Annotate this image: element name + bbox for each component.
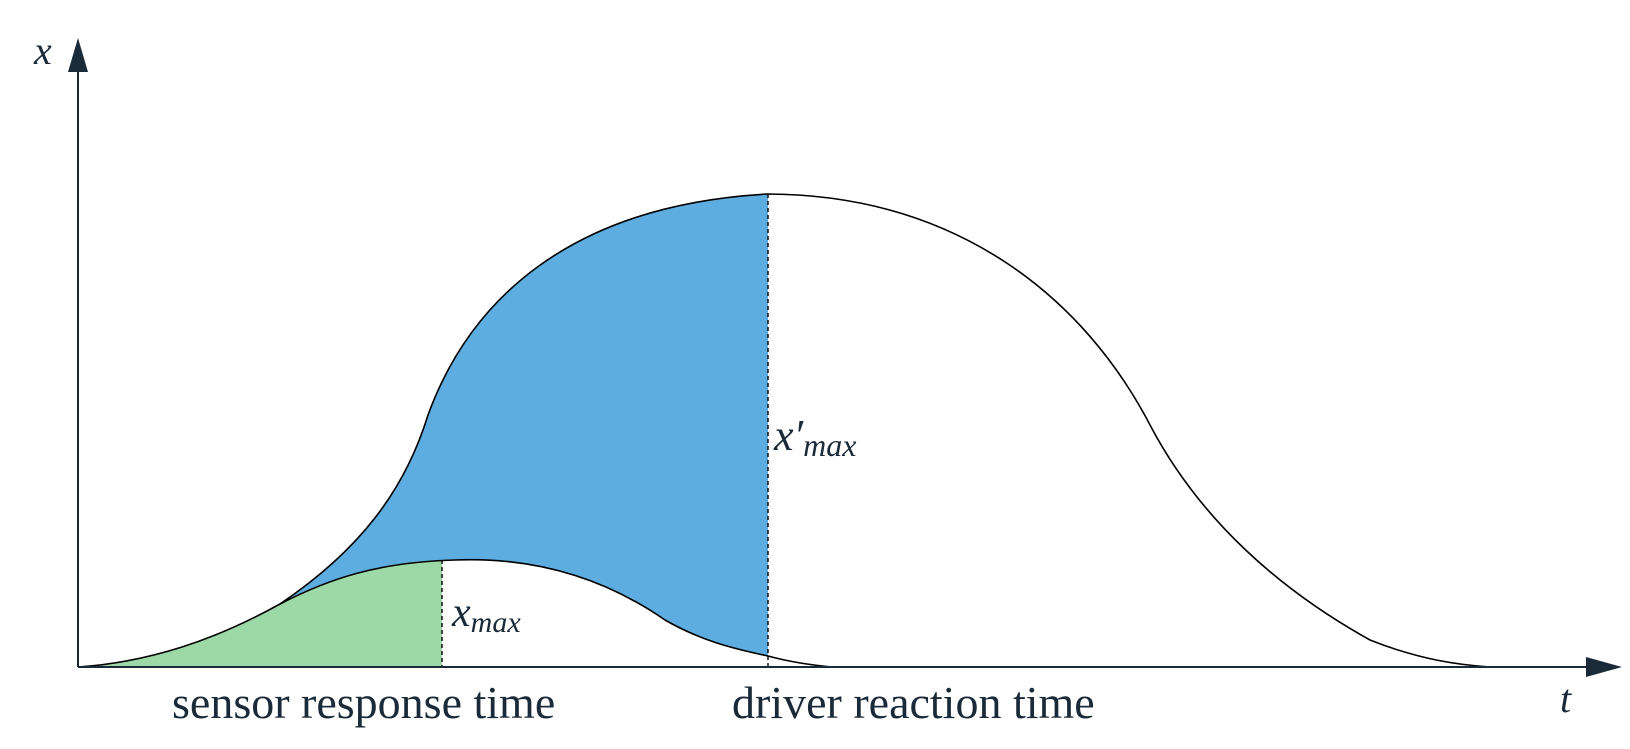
x-max-label: xmax	[451, 590, 521, 639]
x-axis-arrowhead	[1586, 657, 1622, 677]
small-response-curve	[279, 558, 833, 668]
sensor-response-region	[78, 560, 442, 667]
driver-reaction-region	[280, 194, 768, 656]
y-axis-arrowhead	[68, 38, 88, 72]
x-max-base: x	[451, 590, 471, 636]
x-prime-max-label: x′max	[773, 411, 856, 463]
x-prime-max-subscript: max	[803, 427, 856, 463]
sensor-response-time-label: sensor response time	[172, 677, 555, 728]
x-axis-label: t	[1560, 676, 1572, 721]
driver-reaction-time-label: driver reaction time	[732, 677, 1095, 728]
y-axis-label: x	[33, 28, 52, 73]
x-max-subscript: max	[471, 606, 522, 639]
x-prime-max-base: x′	[773, 411, 805, 460]
